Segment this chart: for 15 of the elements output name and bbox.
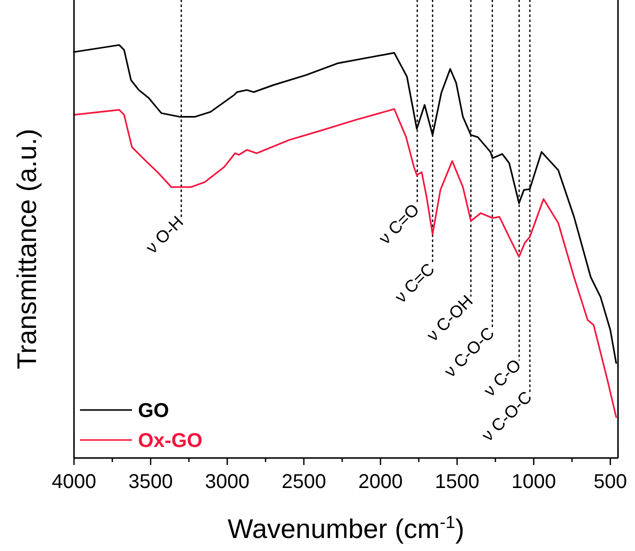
y-axis-title: Transmittance (a.u.) [12,128,42,370]
x-tick-label: 2500 [282,471,326,493]
x-axis-title: Wavenumber (cm$^{-1}$) [228,512,464,544]
x-tick-label: 3500 [128,471,173,493]
legend-label: GO [138,400,170,422]
x-tick-label: 4000 [52,471,96,493]
x-tick-label: 1500 [434,471,480,493]
x-tick-label: 1000 [511,471,556,493]
x-tick-label: 3000 [204,471,250,493]
x-tick-label: 500 [594,471,628,493]
ref-line-label: ν C=O [375,200,424,248]
legend-label: Ox-GO [138,430,202,452]
ref-line-label: ν O-H [142,212,188,258]
ref-line-label: ν C=C [391,260,438,307]
x-tick-label: 2000 [358,471,403,493]
